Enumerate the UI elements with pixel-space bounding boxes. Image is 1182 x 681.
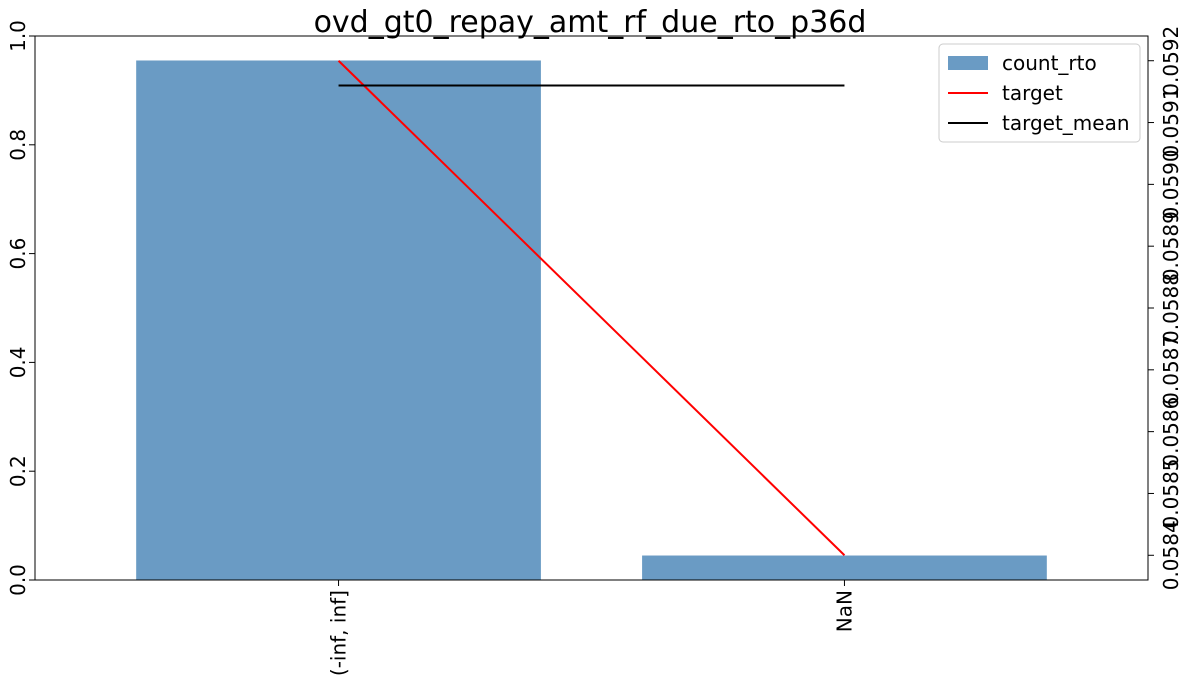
left-tick-label: 0.8 xyxy=(6,129,30,161)
x-tick-label: NaN xyxy=(832,590,856,632)
right-tick-label: 0.0587 xyxy=(1159,335,1182,405)
right-tick-label: 0.0586 xyxy=(1159,397,1182,467)
right-y-axis: 0.05840.05850.05860.05870.05880.05890.05… xyxy=(1148,26,1182,590)
x-tick-label: (-inf, inf] xyxy=(327,590,351,676)
legend-box xyxy=(938,43,1141,143)
legend-label: target xyxy=(1002,81,1063,105)
left-tick-label: 0.0 xyxy=(6,564,30,596)
right-tick-label: 0.0592 xyxy=(1159,26,1182,96)
line-target xyxy=(337,60,846,556)
legend-label: target_mean xyxy=(1002,111,1130,135)
right-tick-label: 0.0591 xyxy=(1159,88,1182,158)
left-tick-label: 0.4 xyxy=(6,346,30,378)
chart-title: ovd_gt0_repay_amt_rf_due_rto_p36d xyxy=(314,5,867,40)
right-tick-label: 0.0590 xyxy=(1159,149,1182,219)
bars-layer xyxy=(136,60,1047,581)
right-tick-label: 0.0584 xyxy=(1159,520,1182,590)
legend-label: count_rto xyxy=(1002,51,1097,75)
legend-swatch-count_rto xyxy=(948,56,988,70)
lines-layer xyxy=(337,60,846,556)
left-tick-label: 0.2 xyxy=(6,455,30,487)
right-tick-label: 0.0588 xyxy=(1159,273,1182,343)
left-tick-label: 1.0 xyxy=(6,20,30,52)
right-tick-label: 0.0589 xyxy=(1159,211,1182,281)
left-tick-label: 0.6 xyxy=(6,238,30,270)
x-axis: (-inf, inf] NaN xyxy=(327,580,856,676)
bar-1 xyxy=(642,555,1047,580)
right-tick-label: 0.0585 xyxy=(1159,458,1182,528)
bar-0 xyxy=(136,60,541,581)
left-y-axis: 0.0 0.2 0.4 0.6 0.8 1.0 xyxy=(6,20,35,596)
